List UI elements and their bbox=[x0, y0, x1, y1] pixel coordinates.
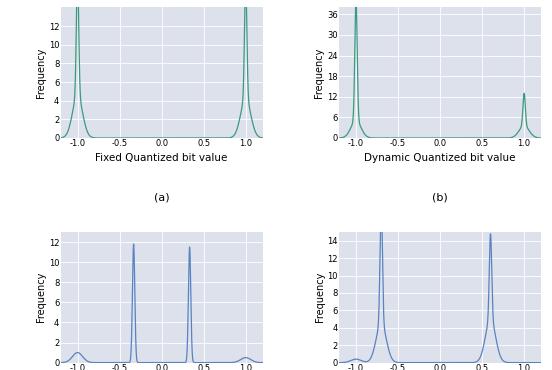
Y-axis label: Frequency: Frequency bbox=[36, 47, 46, 98]
Text: (b): (b) bbox=[432, 193, 448, 203]
Y-axis label: Frequency: Frequency bbox=[315, 272, 325, 323]
X-axis label: Fixed Quantized bit value: Fixed Quantized bit value bbox=[95, 152, 228, 162]
Text: (a): (a) bbox=[154, 193, 169, 203]
Y-axis label: Frequency: Frequency bbox=[314, 47, 324, 98]
X-axis label: Dynamic Quantized bit value: Dynamic Quantized bit value bbox=[364, 152, 516, 162]
Y-axis label: Frequency: Frequency bbox=[36, 272, 46, 323]
